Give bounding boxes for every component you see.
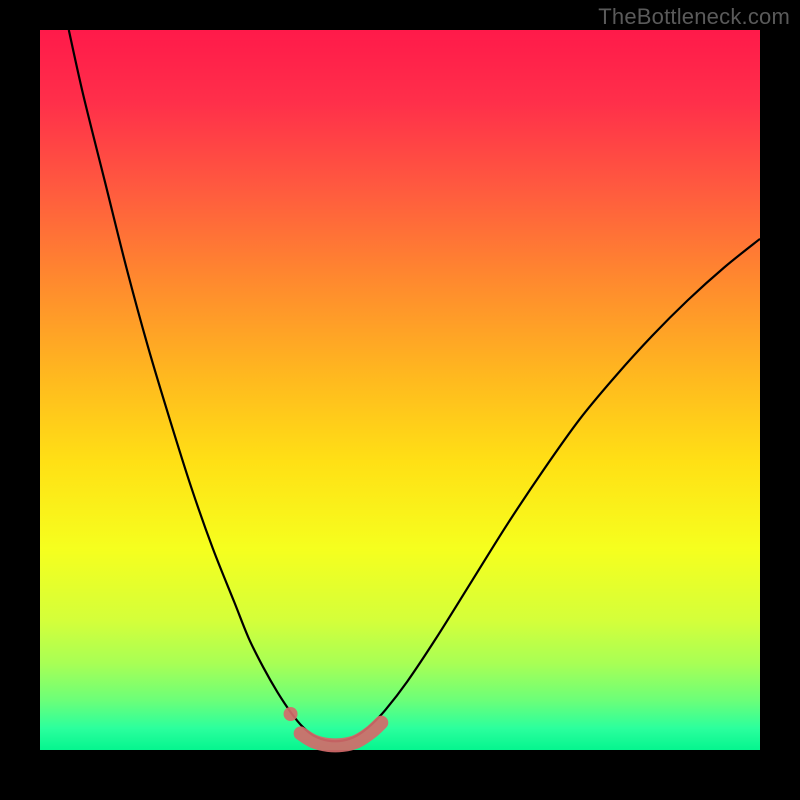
trough-dot-marker [284, 707, 298, 721]
plot-background [40, 30, 760, 750]
chart-container: TheBottleneck.com [0, 0, 800, 800]
watermark-label: TheBottleneck.com [598, 4, 790, 30]
bottleneck-chart [0, 0, 800, 800]
